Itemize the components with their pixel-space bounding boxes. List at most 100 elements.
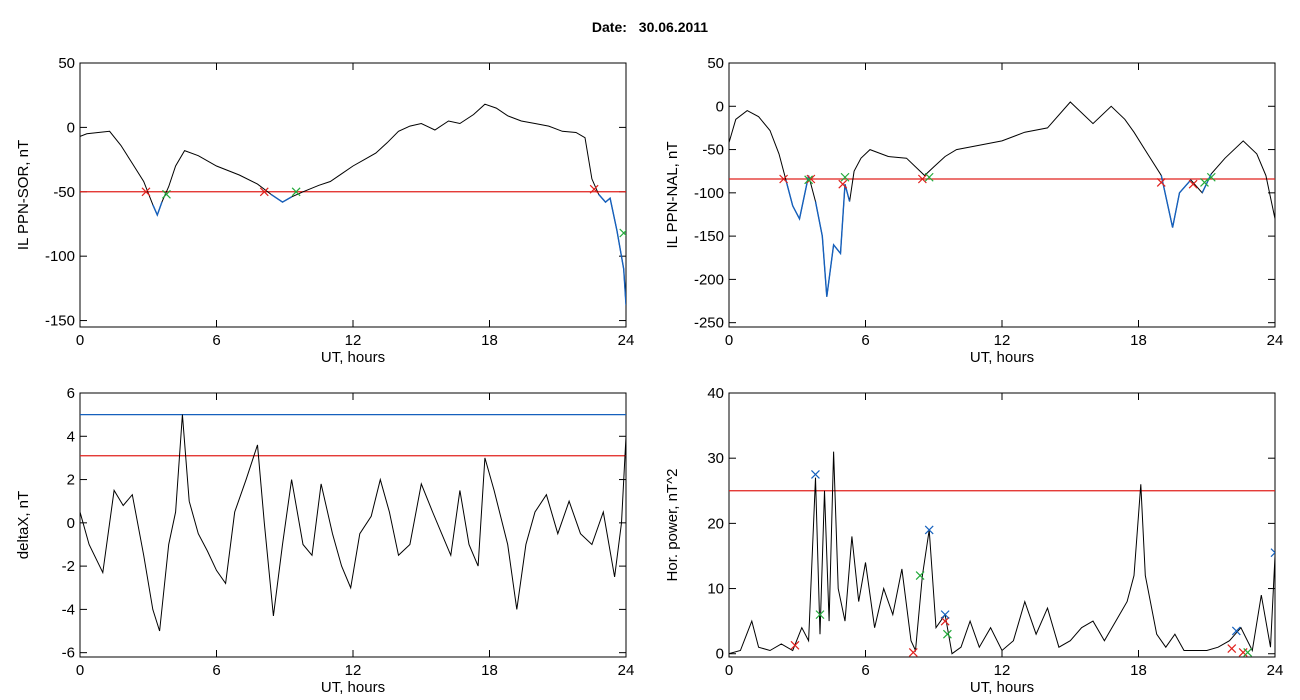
start-marker-stroke — [790, 640, 800, 650]
y-tick-label: -4 — [62, 601, 75, 618]
end-marker — [804, 175, 814, 185]
y-tick-label: 2 — [67, 472, 75, 489]
start-marker-stroke — [838, 179, 848, 189]
start-marker — [1227, 644, 1237, 653]
start-marker-stroke — [779, 174, 789, 184]
x-tick-label: 18 — [481, 332, 498, 349]
end-marker — [1243, 648, 1253, 657]
start-marker — [1238, 648, 1248, 657]
start-marker — [908, 648, 918, 657]
panel-2: 0 6 12 18 24 -250 -200 -150 -100 -50 0 50 UT, hours I… — [664, 55, 1283, 366]
end-marker — [291, 187, 301, 197]
start-marker-stroke — [589, 184, 599, 194]
x-tick-label: 6 — [861, 332, 869, 349]
end-marker — [840, 172, 850, 182]
peak-marker — [924, 525, 934, 535]
end-marker — [815, 610, 825, 620]
plot-data — [80, 103, 626, 306]
y-tick-label: -100 — [694, 185, 724, 202]
start-marker-stroke — [908, 648, 918, 657]
end-marker-stroke — [915, 571, 925, 580]
peak-marker — [940, 610, 950, 620]
y-tick-label: 0 — [716, 646, 724, 663]
y-tick-label: 20 — [707, 515, 724, 532]
x-tick-label: 24 — [618, 662, 635, 679]
start-marker — [838, 179, 848, 189]
event-segment — [152, 201, 163, 217]
y-tick-label: 30 — [707, 450, 724, 467]
end-marker — [924, 172, 934, 182]
start-marker-stroke — [806, 174, 816, 184]
y-axis-label: Hor. power, nT^2 — [664, 469, 681, 582]
series-line — [729, 451, 1275, 655]
start-marker — [259, 187, 269, 197]
end-marker-stroke — [162, 189, 171, 199]
start-marker — [917, 174, 927, 184]
end-marker-stroke — [291, 187, 301, 197]
y-axis-label: IL PPN-SOR, nT — [15, 140, 32, 250]
end-marker — [162, 189, 171, 199]
x-tick-label: 18 — [1130, 662, 1147, 679]
end-marker-stroke — [1206, 172, 1216, 182]
x-tick-label: 18 — [481, 662, 498, 679]
end-marker-stroke — [1200, 178, 1209, 187]
y-tick-label: 50 — [58, 55, 75, 72]
peak-marker-stroke — [811, 470, 820, 479]
x-tick-label: 0 — [76, 332, 84, 349]
series-line — [80, 103, 626, 306]
y-tick-label: -150 — [694, 228, 724, 245]
start-marker-stroke — [1188, 179, 1198, 189]
y-tick-label: -6 — [62, 645, 75, 662]
end-marker-stroke — [619, 229, 626, 238]
y-tick-label: 0 — [67, 119, 75, 136]
x-tick-label: 12 — [994, 662, 1011, 679]
x-tick-label: 0 — [76, 662, 84, 679]
end-marker-stroke — [815, 610, 825, 620]
end-marker-stroke — [804, 175, 814, 185]
date-value: 30.06.2011 — [638, 19, 709, 35]
x-tick-label: 24 — [1267, 662, 1284, 679]
peak-marker-stroke — [940, 610, 950, 620]
end-marker-stroke — [840, 172, 850, 182]
plot-frame — [728, 392, 1276, 658]
start-marker — [589, 184, 599, 194]
x-tick-label: 12 — [345, 662, 362, 679]
peak-marker-stroke — [1231, 626, 1241, 636]
peak-marker-stroke — [1270, 551, 1275, 558]
plot-frame — [79, 392, 627, 658]
peak-marker — [1231, 626, 1241, 636]
end-marker — [1206, 172, 1216, 182]
peak-marker-stroke — [924, 525, 934, 535]
y-tick-label: 6 — [67, 385, 75, 402]
start-marker-stroke — [917, 174, 927, 184]
y-tick-label: -100 — [45, 248, 75, 265]
plot-data — [729, 101, 1275, 297]
end-marker-stroke — [924, 172, 934, 182]
start-marker-stroke — [141, 187, 151, 197]
start-marker — [1188, 179, 1198, 189]
x-axis-label: UT, hours — [970, 349, 1034, 366]
start-marker — [806, 174, 816, 184]
end-marker — [942, 629, 952, 639]
plot-frame — [728, 62, 1276, 328]
y-axis-label: deltaX, nT — [15, 491, 32, 559]
start-marker — [141, 187, 151, 197]
y-tick-label: 4 — [67, 428, 75, 445]
panel-1: 0 6 12 18 24 -150 -100 -50 0 50 UT, hours IL PPN-SO… — [15, 55, 634, 366]
end-marker — [1200, 178, 1209, 187]
start-marker — [940, 616, 950, 626]
event-segment — [598, 193, 626, 306]
x-tick-label: 6 — [212, 662, 220, 679]
y-tick-label: 50 — [707, 55, 724, 72]
y-tick-label: 40 — [707, 385, 724, 402]
start-marker-stroke — [259, 187, 269, 197]
start-marker-stroke — [1227, 644, 1237, 653]
start-marker — [790, 640, 800, 650]
x-tick-label: 0 — [725, 332, 733, 349]
chart-title: Date: 30.06.2011 — [0, 19, 1300, 39]
start-marker-stroke — [940, 616, 950, 626]
y-tick-label: -250 — [694, 315, 724, 332]
peak-marker — [1270, 548, 1275, 558]
